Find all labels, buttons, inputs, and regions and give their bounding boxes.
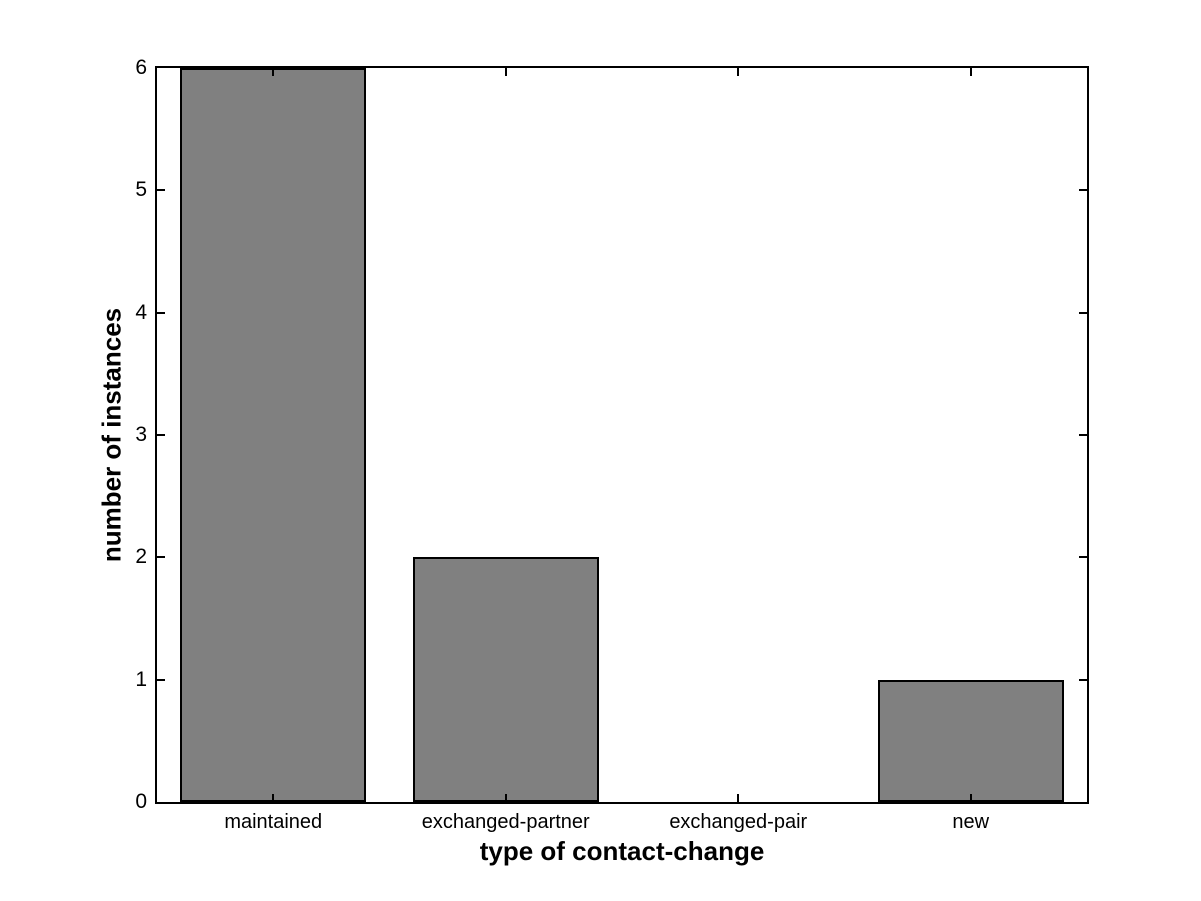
bar-maintained [180,68,367,802]
y-tick-left [157,678,165,681]
y-tick-label: 5 [135,178,147,202]
y-tick-left [157,189,165,192]
y-tick-label: 1 [135,667,147,691]
y-tick-label: 6 [135,56,147,79]
x-tick-top [272,68,275,76]
x-tick-bottom [504,794,507,802]
x-tick-label-exchanged-pair: exchanged-pair [669,811,808,833]
y-tick-left [157,311,165,314]
y-tick-left [157,556,165,559]
y-tick-label: 2 [135,545,147,569]
y-tick-right [1079,556,1087,559]
x-tick-top [737,68,740,76]
y-tick-right [1079,434,1087,436]
x-axis-label: type of contact-change [479,836,765,866]
x-tick-top [969,68,972,76]
bar-new [877,679,1064,802]
x-tick-bottom [737,794,740,802]
y-tick-right [1079,678,1087,681]
x-tick-label-exchanged-partner: exchanged-partner [421,811,590,833]
y-tick-label: 0 [135,790,147,813]
plot-area [155,66,1089,804]
y-tick-right [1079,311,1087,314]
x-tick-top [504,68,507,76]
y-tick-left [157,434,165,436]
x-tick-bottom [272,794,275,802]
y-tick-label: 4 [135,300,147,324]
y-tick-right [1079,189,1087,192]
y-tick-label: 3 [135,423,147,446]
x-tick-label-maintained: maintained [224,811,323,833]
bar-exchanged-partner [412,557,599,802]
x-tick-label-new: new [952,811,990,833]
x-tick-bottom [969,794,972,802]
